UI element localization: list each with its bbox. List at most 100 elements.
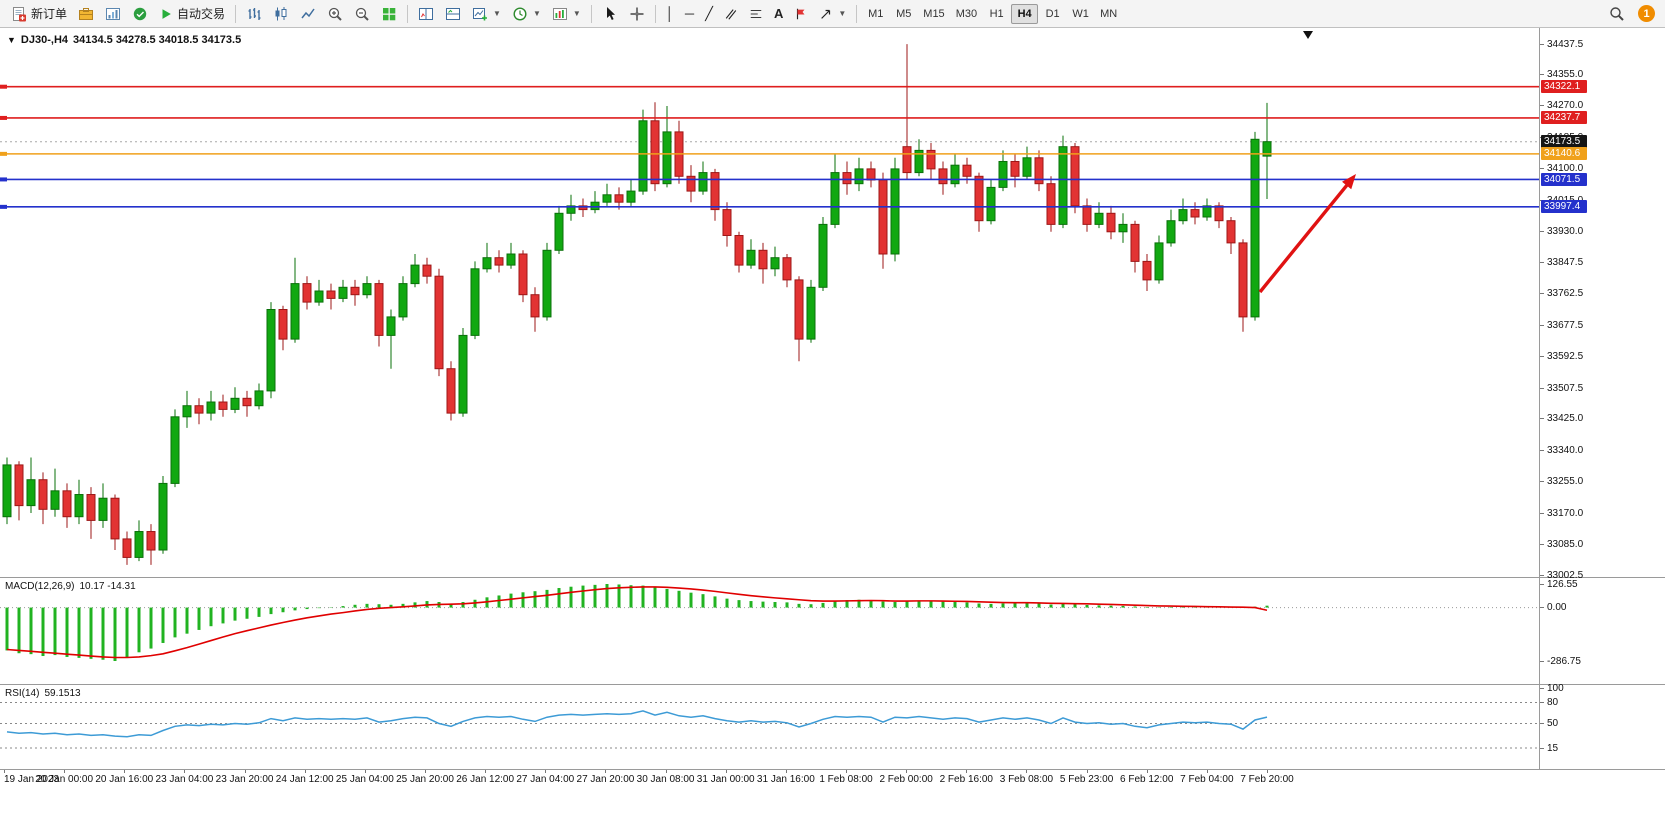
- timeframe-mn-button[interactable]: MN: [1095, 4, 1122, 24]
- price-axis-tick: [1540, 449, 1544, 451]
- time-axis-label: 2 Feb 16:00: [939, 774, 993, 785]
- timeframe-h4-button[interactable]: H4: [1011, 3, 1039, 24]
- time-axis-tick: [966, 770, 968, 773]
- rsi-axis-label: 100: [1547, 683, 1564, 694]
- auto-trading-button[interactable]: 自动交易: [154, 3, 230, 25]
- arrange-horizontal-button[interactable]: [413, 3, 439, 25]
- timeframe-clock-button[interactable]: ▼: [507, 3, 546, 25]
- macd-axis-tick: [1540, 583, 1544, 585]
- time-axis-label: 30 Jan 08:00: [636, 774, 695, 785]
- time-axis-tick: [725, 770, 727, 773]
- price-axis-tick: [1540, 199, 1544, 201]
- price-axis-tick: [1540, 324, 1544, 326]
- price-axis-tick: [1540, 293, 1544, 295]
- price-axis-tick: [1540, 481, 1544, 483]
- timeframe-m30-button[interactable]: M30: [951, 4, 982, 24]
- rsi-axis-tick: [1540, 723, 1544, 724]
- crosshair-icon: [630, 7, 644, 20]
- line-chart-mode-button[interactable]: [295, 3, 321, 25]
- arrows-tool-button[interactable]: ▼: [814, 3, 851, 25]
- text-tool-button[interactable]: A: [769, 3, 788, 25]
- fibonacci-tool-button[interactable]: [744, 3, 768, 25]
- arrange-vertical-icon: [446, 7, 461, 20]
- cursor-tool-button[interactable]: [597, 3, 623, 25]
- time-axis[interactable]: 19 Jan 2023 20 Jan 00:00 20 Jan 16:00 23 Ja…: [0, 770, 1539, 788]
- favorites-button[interactable]: [73, 3, 99, 25]
- trendline-tool-button[interactable]: ╱: [700, 3, 718, 25]
- timeframe-m5-button[interactable]: M5: [890, 4, 917, 24]
- time-axis-tick: [4, 770, 5, 773]
- toolbar-separator: [856, 4, 858, 23]
- chart-shift-marker: [1303, 31, 1313, 39]
- market-watch-icon: [106, 7, 121, 20]
- time-axis-tick: [364, 770, 366, 773]
- crosshair-tool-button[interactable]: [624, 3, 650, 25]
- time-axis-label: 7 Feb 04:00: [1180, 774, 1234, 785]
- time-axis-label: 24 Jan 12:00: [275, 774, 334, 785]
- fibonacci-icon: [750, 9, 762, 18]
- horizontal-line-tool-button[interactable]: ─: [680, 3, 699, 25]
- new-order-button[interactable]: 新订单: [6, 3, 72, 25]
- new-chart-button[interactable]: ▼: [467, 3, 506, 25]
- price-axis-label: 33002.5: [1547, 569, 1584, 581]
- time-axis-label: 25 Jan 20:00: [396, 774, 454, 785]
- macd-indicator-pane[interactable]: MACD(12,26,9) 10.17 -14.31: [0, 578, 1539, 684]
- candlestick-mode-button[interactable]: [268, 3, 294, 25]
- price-axis-tick: [1540, 261, 1544, 263]
- zoom-out-button[interactable]: [349, 3, 375, 25]
- search-button[interactable]: [1604, 3, 1630, 25]
- price-chart-canvas[interactable]: [0, 28, 1539, 577]
- arrange-vertical-button[interactable]: [440, 3, 466, 25]
- price-axis-label: 34437.5: [1547, 38, 1584, 50]
- timeframe-m1-button[interactable]: M1: [862, 4, 889, 24]
- time-axis-label: 2 Feb 00:00: [879, 774, 933, 785]
- macd-canvas[interactable]: [0, 578, 1539, 684]
- tile-windows-icon: [383, 7, 396, 20]
- price-tag: 34322.1: [1541, 80, 1587, 94]
- time-axis-label: 26 Jan 12:00: [456, 774, 515, 785]
- timeframe-h1-button[interactable]: H1: [983, 4, 1010, 24]
- vertical-line-icon: │: [665, 5, 674, 21]
- chart-template-button[interactable]: ▼: [547, 3, 586, 25]
- rsi-indicator-pane[interactable]: RSI(14) 59.1513: [0, 685, 1539, 769]
- price-axis-tick: [1540, 74, 1544, 76]
- zoom-in-button[interactable]: [322, 3, 348, 25]
- channel-tool-button[interactable]: [719, 3, 743, 25]
- community-icon: [133, 7, 147, 20]
- price-axis-label: 33930.0: [1547, 226, 1584, 238]
- time-axis-label: 3 Feb 08:00: [999, 774, 1054, 785]
- price-axis-label: 33255.0: [1547, 476, 1584, 488]
- up-arrow-annotation: [1342, 174, 1356, 190]
- bar-chart-mode-button[interactable]: [241, 3, 267, 25]
- time-axis-tick: [605, 770, 607, 773]
- rsi-canvas[interactable]: [0, 685, 1539, 769]
- timeframe-d1-button[interactable]: D1: [1039, 4, 1066, 24]
- vertical-line-tool-button[interactable]: │: [661, 3, 679, 25]
- text-icon: A: [773, 5, 784, 21]
- cursor-icon: [606, 6, 615, 20]
- time-axis-label: 1 Feb 08:00: [819, 774, 873, 785]
- notification-badge[interactable]: 1: [1638, 5, 1655, 22]
- time-axis-tick: [785, 770, 787, 773]
- arrow-object-icon: [821, 9, 831, 19]
- price-axis-label: 33425.0: [1547, 413, 1584, 425]
- community-button[interactable]: [127, 3, 153, 25]
- briefcase-icon: [79, 7, 94, 20]
- timeframe-m15-button[interactable]: M15: [918, 4, 949, 24]
- tile-windows-button[interactable]: [376, 3, 402, 25]
- dropdown-caret: ▼: [493, 9, 501, 18]
- macd-axis-tick: [1540, 607, 1544, 609]
- price-axis-label: 34100.0: [1547, 163, 1584, 175]
- pane-splitter[interactable]: [0, 684, 1665, 685]
- price-chart-pane[interactable]: ▼ DJ30-,H4 34134.5 34278.5 34018.5 34173…: [0, 28, 1539, 577]
- toolbar-separator: [235, 4, 237, 23]
- label-flag-icon: [797, 8, 805, 19]
- time-axis-label: 31 Jan 00:00: [696, 774, 755, 785]
- price-axis[interactable]: 34437.534355.034270.034185.034100.034015…: [1540, 28, 1665, 788]
- market-watch-button[interactable]: [100, 3, 126, 25]
- timeframe-w1-button[interactable]: W1: [1067, 4, 1094, 24]
- pane-splitter[interactable]: [0, 577, 1665, 578]
- price-axis-label: 34270.0: [1547, 100, 1584, 112]
- label-tool-button[interactable]: [789, 3, 813, 25]
- time-axis-label: 19 Jan 2023: [4, 774, 60, 785]
